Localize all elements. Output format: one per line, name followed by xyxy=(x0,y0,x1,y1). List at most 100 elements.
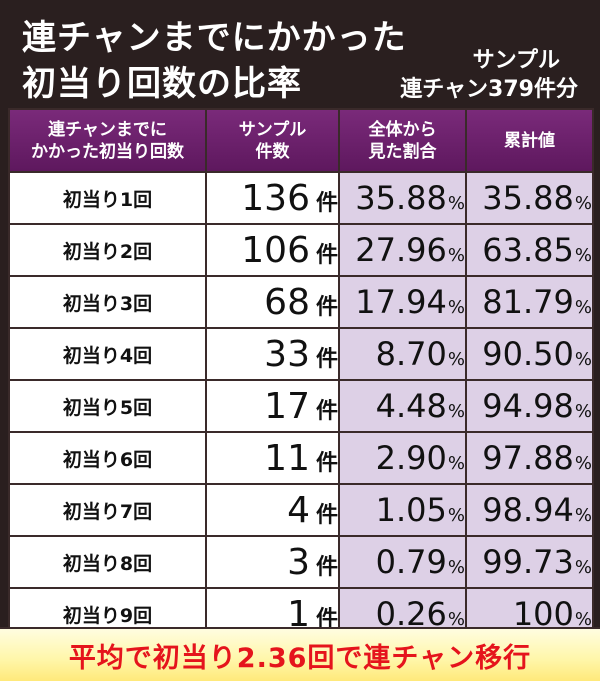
cumulative-value: 100 xyxy=(512,595,574,633)
percent-unit: % xyxy=(447,297,465,318)
ratio-cell: 17.94% xyxy=(338,275,467,329)
sample-count-value: 1 xyxy=(287,593,310,635)
count-unit: 件 xyxy=(315,398,338,424)
row-label: 初当り1回 xyxy=(8,171,207,225)
row-label: 初当り5回 xyxy=(8,379,207,433)
sample-count-cell: 68 件 xyxy=(205,275,340,329)
sample-count-value: 11 xyxy=(264,437,310,479)
count-unit: 件 xyxy=(315,242,338,268)
sample-count-value: 106 xyxy=(241,229,310,271)
cumulative-value: 97.88 xyxy=(482,439,574,477)
sample-count-value: 68 xyxy=(264,281,310,323)
ratio-cell: 4.48% xyxy=(338,379,467,433)
cumulative-value: 63.85 xyxy=(482,231,574,269)
sample-count-value: 3 xyxy=(287,541,310,583)
table-row: 初当り1回 136 件 35.88% 35.88% xyxy=(8,171,594,225)
count-unit: 件 xyxy=(315,502,338,528)
percent-unit: % xyxy=(574,349,592,370)
count-unit: 件 xyxy=(315,190,338,216)
sample-count-cell: 17 件 xyxy=(205,379,340,433)
percent-unit: % xyxy=(574,557,592,578)
cumulative-value: 94.98 xyxy=(482,387,574,425)
percent-unit: % xyxy=(574,505,592,526)
row-label: 初当り7回 xyxy=(8,483,207,537)
sample-count-value: 33 xyxy=(264,333,310,375)
sample-count-cell: 106 件 xyxy=(205,223,340,277)
percent-unit: % xyxy=(574,609,592,630)
column-header-sample-count: サンプル 件数 xyxy=(205,108,340,173)
title-line-2: 初当り回数の比率 xyxy=(22,64,302,104)
ratio-value: 1.05 xyxy=(375,491,447,529)
cumulative-value: 81.79 xyxy=(482,283,574,321)
sample-value: 連チャン379件分 xyxy=(400,77,578,102)
cumulative-value: 90.50 xyxy=(482,335,574,373)
ratio-cell: 0.79% xyxy=(338,535,467,589)
cumulative-value: 98.94 xyxy=(482,491,574,529)
ratio-value: 35.88 xyxy=(355,179,447,217)
cumulative-cell: 63.85% xyxy=(465,223,594,277)
column-header-ratio: 全体から 見た割合 xyxy=(338,108,467,173)
ratio-value: 2.90 xyxy=(375,439,447,477)
ratio-value: 8.70 xyxy=(375,335,447,373)
cumulative-value: 35.88 xyxy=(482,179,574,217)
cumulative-cell: 90.50% xyxy=(465,327,594,381)
ratio-value: 0.26 xyxy=(375,595,447,633)
percent-unit: % xyxy=(447,609,465,630)
count-unit: 件 xyxy=(315,346,338,372)
cumulative-cell: 98.94% xyxy=(465,483,594,537)
percent-unit: % xyxy=(447,505,465,526)
sample-count-value: 136 xyxy=(241,177,310,219)
table-row: 初当り7回 4 件 1.05% 98.94% xyxy=(8,483,594,537)
percent-unit: % xyxy=(447,453,465,474)
percent-unit: % xyxy=(447,193,465,214)
percent-unit: % xyxy=(447,245,465,266)
sample-label: サンプル xyxy=(472,48,560,73)
table-body: 初当り1回 136 件 35.88% 35.88% 初当り2回 106 件 27.96% 63.8… xyxy=(8,171,594,641)
cumulative-cell: 94.98% xyxy=(465,379,594,433)
percent-unit: % xyxy=(574,297,592,318)
count-unit: 件 xyxy=(315,554,338,580)
percent-unit: % xyxy=(447,401,465,422)
sample-count-cell: 136 件 xyxy=(205,171,340,225)
row-label: 初当り8回 xyxy=(8,535,207,589)
cumulative-cell: 35.88% xyxy=(465,171,594,225)
row-label: 初当り6回 xyxy=(8,431,207,485)
cumulative-cell: 97.88% xyxy=(465,431,594,485)
ratio-value: 4.48 xyxy=(375,387,447,425)
title-line-1: 連チャンまでにかかった xyxy=(22,18,407,58)
count-unit: 件 xyxy=(315,294,338,320)
column-header-cumulative: 累計値 xyxy=(465,108,594,173)
row-label: 初当り3回 xyxy=(8,275,207,329)
percent-unit: % xyxy=(447,349,465,370)
percent-unit: % xyxy=(574,453,592,474)
ratio-cell: 1.05% xyxy=(338,483,467,537)
ratio-value: 0.79 xyxy=(375,543,447,581)
sample-count-value: 17 xyxy=(264,385,310,427)
header: 連チャンまでにかかった 初当り回数の比率 サンプル 連チャン379件分 xyxy=(0,0,600,108)
cumulative-cell: 81.79% xyxy=(465,275,594,329)
percent-unit: % xyxy=(574,245,592,266)
table-row: 初当り2回 106 件 27.96% 63.85% xyxy=(8,223,594,277)
ratio-cell: 27.96% xyxy=(338,223,467,277)
ratio-cell: 8.70% xyxy=(338,327,467,381)
percent-unit: % xyxy=(574,401,592,422)
row-label: 初当り2回 xyxy=(8,223,207,277)
ratio-table: 連チャンまでに かかった初当り回数 サンプル 件数 全体から 見た割合 累計値 初当り1回 1… xyxy=(8,108,594,641)
ratio-cell: 2.90% xyxy=(338,431,467,485)
table-row: 初当り3回 68 件 17.94% 81.79% xyxy=(8,275,594,329)
ratio-value: 17.94 xyxy=(355,283,447,321)
percent-unit: % xyxy=(574,193,592,214)
sample-count-cell: 11 件 xyxy=(205,431,340,485)
table-row: 初当り5回 17 件 4.48% 94.98% xyxy=(8,379,594,433)
column-header-draw-count: 連チャンまでに かかった初当り回数 xyxy=(8,108,207,173)
cumulative-cell: 99.73% xyxy=(465,535,594,589)
count-unit: 件 xyxy=(315,606,338,632)
footer-summary: 平均で初当り2.36回で連チャン移行 xyxy=(0,627,600,681)
table-row: 初当り8回 3 件 0.79% 99.73% xyxy=(8,535,594,589)
ratio-cell: 35.88% xyxy=(338,171,467,225)
count-unit: 件 xyxy=(315,450,338,476)
table-header-row: 連チャンまでに かかった初当り回数 サンプル 件数 全体から 見た割合 累計値 xyxy=(8,108,594,173)
